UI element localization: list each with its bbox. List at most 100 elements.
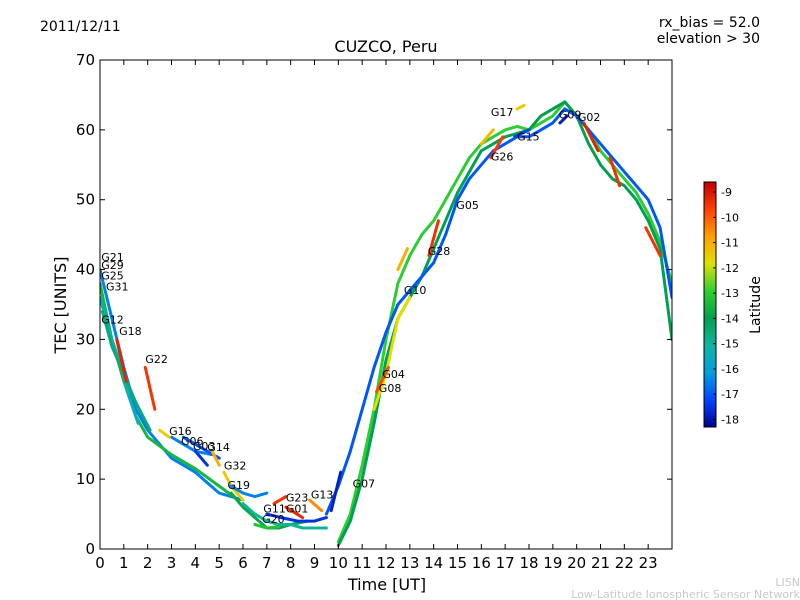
series-g23 bbox=[272, 495, 288, 506]
series-g03 bbox=[193, 449, 209, 467]
series-g10 bbox=[324, 107, 672, 516]
series-g01 bbox=[284, 505, 305, 520]
series-g16 bbox=[158, 428, 171, 439]
x-tick-label: 15 bbox=[448, 554, 467, 572]
series-g02 bbox=[582, 121, 600, 153]
colorbar-tick-label: -12 bbox=[721, 262, 739, 275]
colorbar-label: Latitude bbox=[748, 276, 764, 334]
label-g02: G02 bbox=[578, 111, 601, 124]
colorbar-tick-label: -14 bbox=[721, 312, 739, 325]
x-tick-label: 1 bbox=[119, 554, 129, 572]
label-g15: G15 bbox=[517, 130, 540, 143]
x-tick-label: 2 bbox=[143, 554, 153, 572]
label-g26: G26 bbox=[491, 151, 514, 164]
series-g29 bbox=[644, 226, 662, 258]
x-tick-label: 14 bbox=[424, 554, 443, 572]
plot-frame bbox=[99, 59, 673, 550]
label-g32: G32 bbox=[224, 459, 247, 472]
series-g19 bbox=[229, 484, 269, 499]
colorbar: -9 -10 -11 -12 -13 -14 -15 -16 -17 -18 bbox=[703, 181, 739, 428]
series-g28 bbox=[427, 219, 440, 258]
y-tick-label: 0 bbox=[85, 540, 95, 558]
x-tick-label: 3 bbox=[167, 554, 177, 572]
series-g18 bbox=[115, 337, 128, 383]
y-tick-label: 70 bbox=[76, 51, 95, 69]
y-tick-label: 30 bbox=[76, 330, 95, 348]
label-g23: G23 bbox=[286, 492, 309, 505]
label-g28: G28 bbox=[428, 245, 451, 258]
y-tick-label: 40 bbox=[76, 261, 95, 279]
label-g11: G11 bbox=[263, 503, 286, 516]
x-tick-label: 6 bbox=[238, 554, 248, 572]
x-tick-label: 7 bbox=[262, 554, 272, 572]
series-g09 bbox=[558, 114, 569, 125]
series-g25 bbox=[396, 247, 409, 272]
footer-lisn: LISN bbox=[775, 576, 800, 589]
series-g15 bbox=[513, 128, 531, 139]
y-tick-label: 60 bbox=[76, 121, 95, 139]
colorbar-tick-label: -18 bbox=[721, 413, 739, 426]
colorbar-tick-label: -17 bbox=[721, 388, 739, 401]
label-g17: G17 bbox=[491, 106, 514, 119]
label-g03: G03 bbox=[193, 440, 216, 453]
x-tick-label: 11 bbox=[353, 554, 372, 572]
series-g14 bbox=[210, 449, 221, 467]
series-g08 bbox=[375, 365, 390, 394]
series-g07 bbox=[329, 470, 343, 513]
date-label: 2011/12/11 bbox=[40, 19, 121, 35]
series-g22 bbox=[143, 365, 157, 411]
label-g31: G31 bbox=[106, 281, 129, 294]
series-g12 bbox=[515, 103, 526, 111]
label-g06: G06 bbox=[181, 435, 204, 448]
rx-bias-label: rx_bias = 52.0 bbox=[659, 15, 760, 31]
colorbar-bar bbox=[703, 181, 717, 428]
label-g04: G04 bbox=[382, 368, 405, 381]
colorbar-tick-label: -15 bbox=[721, 338, 739, 351]
y-axis: 0 10 20 30 40 50 60 70 bbox=[76, 51, 672, 558]
x-tick-label: 16 bbox=[472, 554, 491, 572]
series-s_e bbox=[170, 435, 214, 457]
x-tick-label: 10 bbox=[329, 554, 348, 572]
x-tick-label: 5 bbox=[214, 554, 224, 572]
y-tick-label: 20 bbox=[76, 400, 95, 418]
x-axis: 0 1 2 3 4 5 6 7 8 9 10 11 12 13 14 15 16 17 18 19 20 21 22 23 bbox=[95, 60, 658, 572]
series-s_a bbox=[100, 268, 245, 502]
label-g10: G10 bbox=[404, 284, 427, 297]
colorbar-tick-label: -11 bbox=[721, 237, 739, 250]
x-tick-label: 19 bbox=[543, 554, 562, 572]
y-tick-label: 10 bbox=[76, 470, 95, 488]
x-tick-label: 0 bbox=[95, 554, 105, 572]
x-tick-label: 18 bbox=[519, 554, 538, 572]
x-tick-label: 22 bbox=[615, 554, 634, 572]
label-g20: G20 bbox=[262, 513, 285, 526]
x-tick-label: 23 bbox=[639, 554, 658, 572]
x-tick-label: 9 bbox=[310, 554, 320, 572]
series-g31 bbox=[479, 128, 495, 146]
elevation-label: elevation > 30 bbox=[657, 31, 760, 47]
label-g14: G14 bbox=[207, 441, 230, 454]
series-s_g bbox=[241, 502, 328, 530]
label-g25: G25 bbox=[101, 269, 124, 282]
colorbar-tick-label: -16 bbox=[721, 363, 739, 376]
x-axis-label: Time [UT] bbox=[347, 575, 426, 594]
x-tick-label: 17 bbox=[496, 554, 515, 572]
label-g08: G08 bbox=[379, 382, 402, 395]
x-tick-label: 20 bbox=[567, 554, 586, 572]
label-g22: G22 bbox=[145, 353, 168, 366]
y-tick-label: 50 bbox=[76, 191, 95, 209]
footer-network: Low-Latitude Ionospheric Sensor Network bbox=[571, 588, 800, 600]
colorbar-tick-label: -10 bbox=[721, 211, 739, 224]
x-tick-label: 12 bbox=[376, 554, 395, 572]
label-g09: G09 bbox=[559, 109, 582, 122]
label-g01: G01 bbox=[286, 503, 309, 516]
label-g16: G16 bbox=[169, 425, 192, 438]
label-g13: G13 bbox=[311, 489, 334, 502]
label-g29: G29 bbox=[101, 259, 124, 272]
series-g11 bbox=[265, 512, 328, 523]
label-g18: G18 bbox=[119, 325, 142, 338]
series-g17 bbox=[336, 100, 672, 544]
chart-title: CUZCO, Peru bbox=[334, 37, 437, 56]
x-tick-label: 13 bbox=[400, 554, 419, 572]
